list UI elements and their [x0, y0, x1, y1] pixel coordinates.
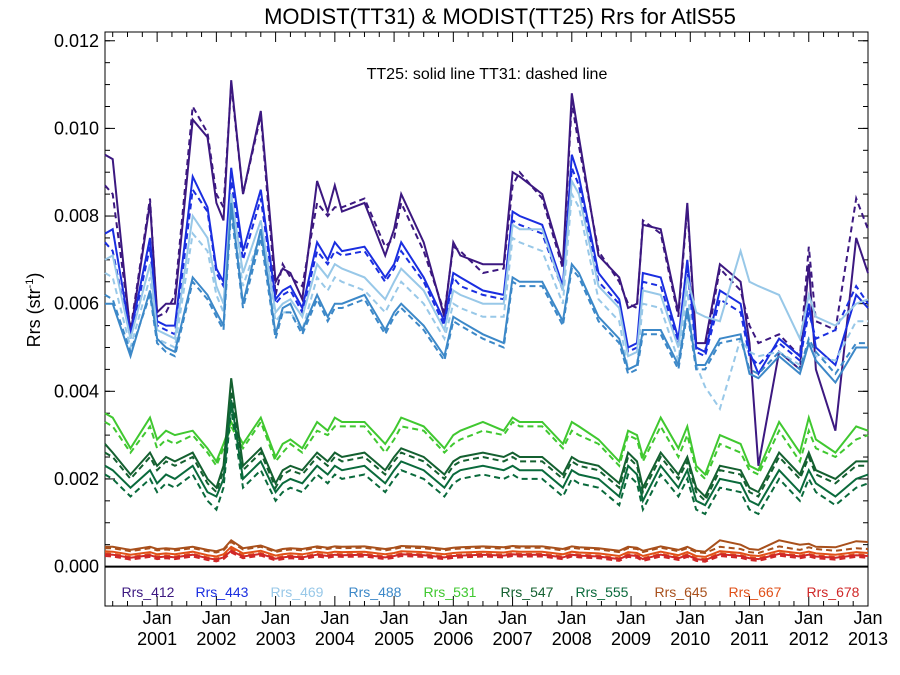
- x-tick-month-label: Jan: [202, 608, 231, 628]
- x-tick-year-label: 2005: [374, 629, 414, 649]
- rrs-469-tt31-line: [104, 190, 868, 412]
- rrs-645-tt25-line: [105, 538, 869, 553]
- rrs-531-tt25-line: [104, 412, 869, 477]
- x-tick-year-label: 2009: [611, 629, 651, 649]
- x-tick-year-label: 2007: [493, 629, 533, 649]
- x-tick-year-label: 2013: [848, 629, 888, 649]
- legend-rrs-488: Rrs_488: [349, 584, 402, 600]
- legend-rrs-469: Rrs_469: [271, 584, 324, 600]
- x-tick-year-label: 2006: [433, 629, 473, 649]
- y-axis-label-exponent: -1: [24, 279, 36, 289]
- rrs-488-tt31-line: [104, 211, 868, 376]
- rrs-667-tt25-line: [104, 545, 869, 558]
- x-tick-month-label: Jan: [557, 608, 586, 628]
- x-tick-month-label: Jan: [794, 608, 823, 628]
- legend-rrs-678: Rrs_678: [807, 584, 860, 600]
- x-tick-month-label: Jan: [261, 608, 290, 628]
- rrs-443-tt31-line: [104, 167, 869, 367]
- rrs-531-tt31-line: [104, 419, 869, 481]
- legend-rrs-531: Rrs_531: [424, 584, 477, 600]
- y-tick-label: 0.000: [54, 557, 99, 577]
- x-tick-month-label: Jan: [617, 608, 646, 628]
- x-tick-year-label: 2004: [315, 629, 355, 649]
- legend-rrs-645: Rrs_645: [655, 584, 708, 600]
- rrs-547-tt25-line: [104, 378, 868, 499]
- rrs-488-tt25-line: [105, 202, 868, 385]
- x-tick-year-label: 2003: [256, 629, 296, 649]
- plot-area: 0.0000.0020.0040.0060.0080.0100.012Jan20…: [54, 31, 888, 649]
- plot-frame: [104, 31, 869, 607]
- y-axis-label-main: Rrs (str: [24, 288, 44, 347]
- legend-rrs-443: Rrs_443: [196, 584, 249, 600]
- rrs-412-tt25-line: [104, 80, 869, 466]
- x-tick-year-label: 2010: [670, 629, 710, 649]
- legend-rrs-667: Rrs_667: [729, 584, 782, 600]
- rrs-412-tt31-line: [104, 84, 869, 359]
- x-tick-month-label: Jan: [498, 608, 527, 628]
- rrs-678-tt31-line: [104, 551, 869, 563]
- line-style-annotation: TT25: solid line TT31: dashed line: [367, 66, 608, 83]
- rrs-547-tt31-line: [104, 391, 868, 503]
- x-tick-year-label: 2008: [552, 629, 592, 649]
- y-axis-label: Rrs (str-1): [24, 273, 44, 348]
- x-tick-year-label: 2011: [730, 629, 769, 649]
- y-axis-label-close: ): [24, 273, 44, 279]
- legend-rrs-547: Rrs_547: [501, 584, 554, 600]
- y-tick-label: 0.002: [54, 469, 99, 489]
- x-tick-month-label: Jan: [380, 608, 409, 628]
- legend-rrs-412: Rrs_412: [122, 584, 175, 600]
- x-tick-month-label: Jan: [439, 608, 468, 628]
- y-tick-label: 0.004: [54, 381, 99, 401]
- rrs-469-tt25-line: [104, 177, 869, 358]
- y-tick-label: 0.012: [54, 31, 99, 51]
- x-tick-month-label: Jan: [143, 608, 172, 628]
- x-tick-year-label: 2012: [789, 629, 829, 649]
- legend-rrs-555: Rrs_555: [576, 584, 629, 600]
- x-tick-month-label: Jan: [676, 608, 705, 628]
- y-tick-label: 0.006: [54, 294, 99, 314]
- rrs-678-tt25-line: [104, 549, 869, 562]
- rrs-555-tt25-line: [104, 399, 869, 507]
- rrs-645-tt31-line: [105, 540, 869, 555]
- x-tick-month-label: Jan: [320, 608, 349, 628]
- y-tick-label: 0.010: [54, 118, 99, 138]
- x-tick-year-label: 2002: [196, 629, 236, 649]
- x-tick-month-label: Jan: [853, 608, 882, 628]
- chart-title: MODIST(TT31) & MODIST(TT25) Rrs for AtlS…: [264, 4, 736, 29]
- x-tick-month-label: Jan: [735, 608, 764, 628]
- x-tick-year-label: 2001: [137, 629, 177, 649]
- rrs-555-tt31-line: [104, 408, 869, 516]
- y-tick-label: 0.008: [54, 206, 99, 226]
